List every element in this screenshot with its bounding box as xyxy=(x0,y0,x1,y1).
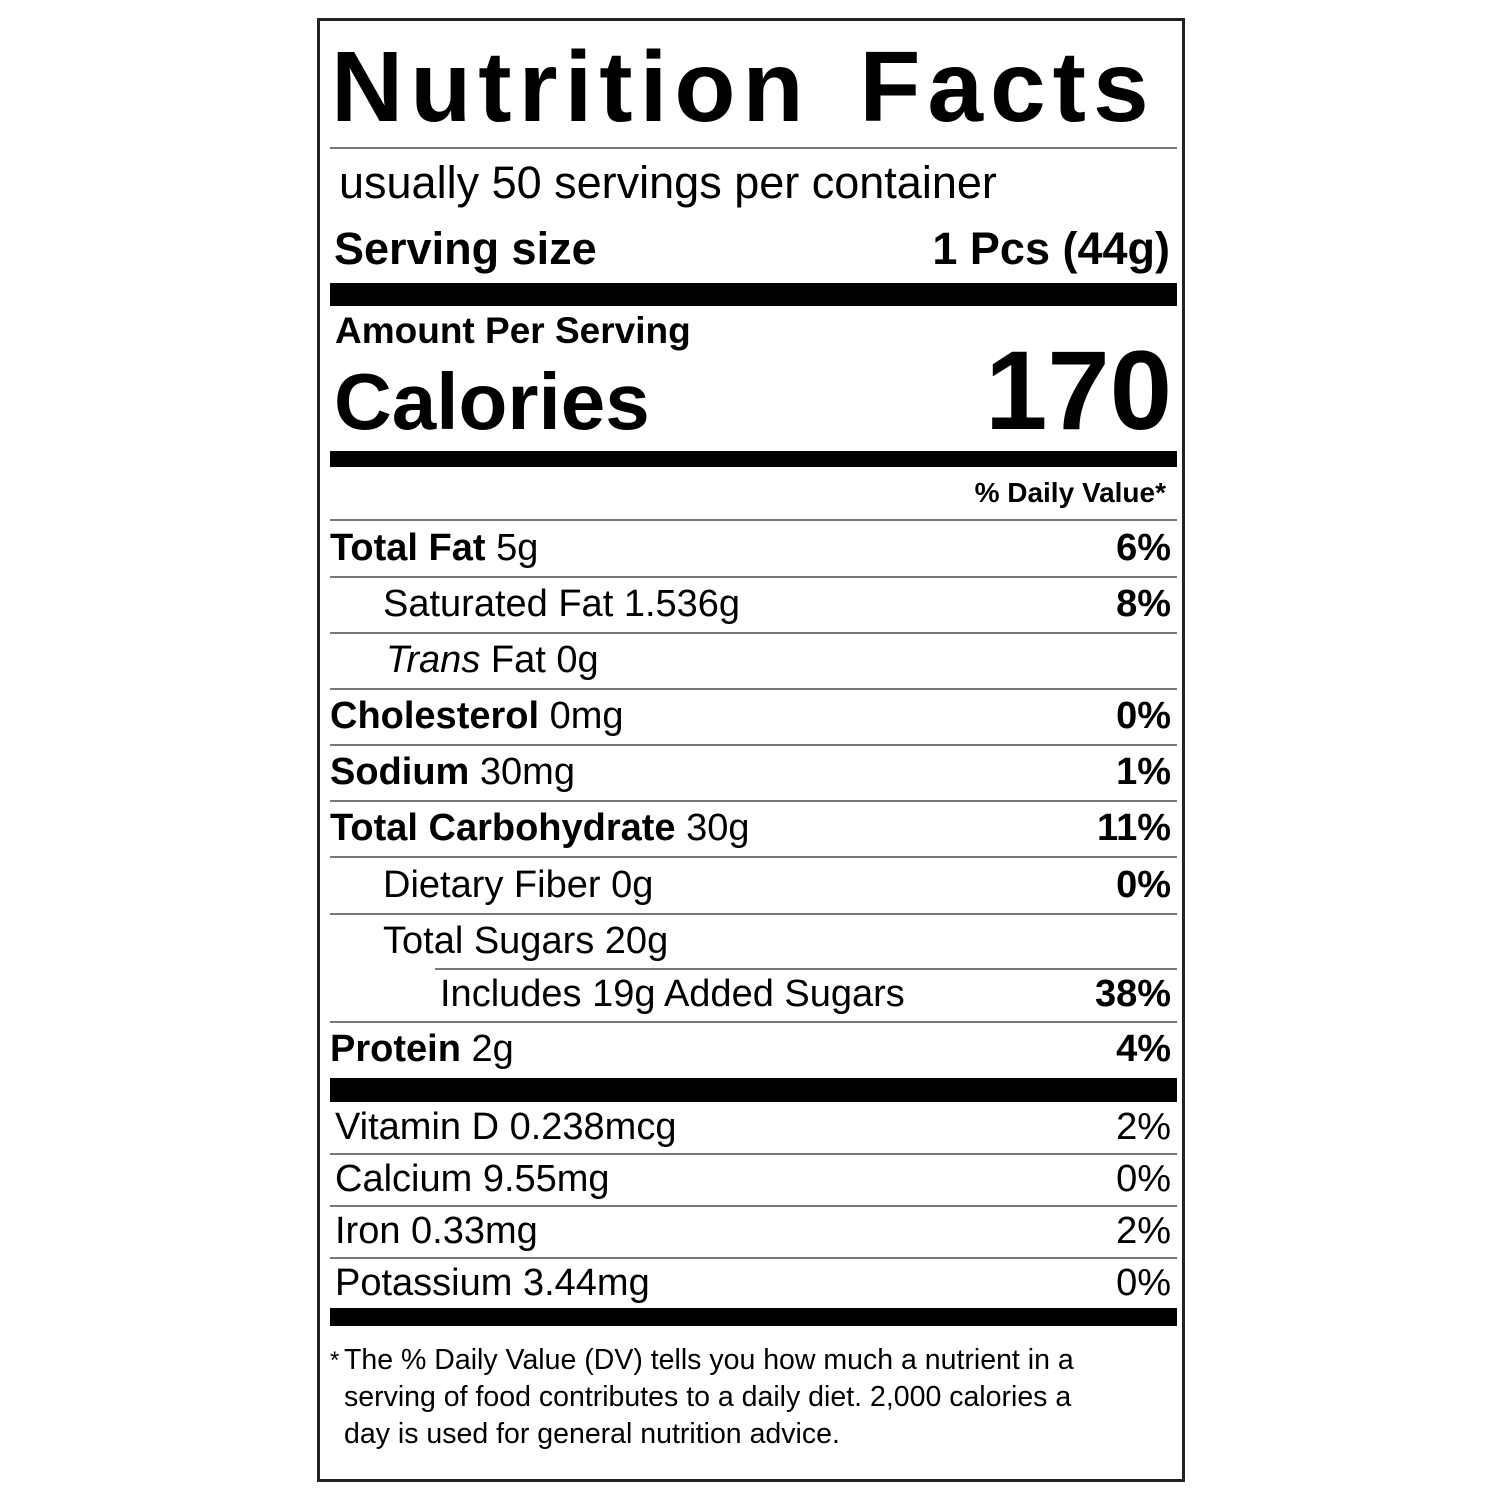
serving-size-value: 1 Pcs (44g) xyxy=(932,223,1170,274)
divider xyxy=(330,1205,1177,1207)
vitamin-row-iron: Iron 0.33mg 2% xyxy=(335,1206,1171,1257)
divider xyxy=(330,576,1177,578)
thick-divider xyxy=(330,1308,1177,1326)
nutrient-row-protein: Protein 2g 4% xyxy=(330,1021,1171,1077)
nutrient-name: Saturated Fat xyxy=(383,582,614,625)
calories-value: 170 xyxy=(985,328,1172,453)
vitamin-name: Iron xyxy=(335,1210,401,1252)
vitamin-row-calcium: Calcium 9.55mg 0% xyxy=(335,1154,1171,1205)
divider xyxy=(330,688,1177,690)
amount-per-serving: Amount Per Serving xyxy=(335,310,691,351)
nutrient-dv: 0% xyxy=(1116,694,1171,737)
vitamin-amount: 3.44mg xyxy=(522,1262,650,1304)
nutrient-amount: 0g xyxy=(611,863,654,906)
nutrient-amount: 5g xyxy=(496,526,539,569)
nutrition-label xyxy=(317,18,1185,1482)
divider xyxy=(330,632,1177,634)
nutrient-row-dietary-fiber: Dietary Fiber 0g 0% xyxy=(330,857,1171,913)
vitamin-dv: 0% xyxy=(1116,1158,1171,1200)
nutrient-dv: 8% xyxy=(1116,582,1171,625)
nutrient-name: Dietary Fiber xyxy=(383,863,601,906)
nutrient-row-total-sugars: Total Sugars 20g xyxy=(330,913,1171,969)
nutrient-name: Sodium xyxy=(330,750,470,793)
calories-label: Calories xyxy=(334,357,650,446)
nutrient-name: Total Sugars xyxy=(383,919,595,962)
nutrient-dv: 1% xyxy=(1116,750,1171,793)
vitamin-dv: 0% xyxy=(1116,1262,1171,1304)
nutrient-row-saturated-fat: Saturated Fat 1.536g 8% xyxy=(330,576,1171,632)
divider xyxy=(330,856,1177,858)
nutrient-row-added-sugars: Includes 19g Added Sugars 38% xyxy=(330,968,1171,1021)
divider xyxy=(330,1257,1177,1259)
daily-value-header: % Daily Value* xyxy=(974,477,1166,508)
nutrient-name-rest: Fat xyxy=(490,638,546,681)
nutrient-dv: 4% xyxy=(1116,1027,1171,1070)
nutrient-row-sodium: Sodium 30mg 1% xyxy=(330,744,1171,800)
vitamin-dv: 2% xyxy=(1116,1106,1171,1148)
label-title: Nutrition Facts xyxy=(331,31,1156,143)
nutrient-dv: 6% xyxy=(1116,526,1171,569)
vitamin-amount: 0.238mcg xyxy=(509,1106,677,1148)
nutrient-amount: 0g xyxy=(556,638,599,681)
nutrient-row-total-carbohydrate: Total Carbohydrate 30g 11% xyxy=(330,800,1171,856)
divider xyxy=(330,519,1177,521)
divider xyxy=(330,800,1177,802)
nutrient-dv: 38% xyxy=(1094,973,1171,1015)
nutrient-name: Total Fat xyxy=(330,526,486,569)
nutrient-row-trans-fat: Trans Fat 0g xyxy=(330,632,1171,688)
servings-per-container: usually 50 servings per container xyxy=(339,157,997,208)
vitamin-amount: 0.33mg xyxy=(411,1210,538,1252)
thick-divider xyxy=(330,283,1177,306)
nutrient-amount: 1.536g xyxy=(623,582,741,625)
vitamin-row-vitamin-d: Vitamin D 0.238mcg 2% xyxy=(335,1102,1171,1153)
divider xyxy=(330,913,1177,915)
nutrient-name: Total Carbohydrate xyxy=(330,806,676,849)
nutrient-amount: 20g xyxy=(604,919,669,962)
nutrient-row-total-fat: Total Fat 5g 6% xyxy=(330,520,1171,576)
divider xyxy=(330,1021,1177,1023)
footnote-line: day is used for general nutrition advice… xyxy=(344,1418,840,1450)
medium-divider xyxy=(330,451,1177,467)
vitamin-name: Potassium xyxy=(335,1262,513,1304)
vitamin-amount: 9.55mg xyxy=(482,1158,610,1200)
divider xyxy=(330,147,1177,149)
thick-divider xyxy=(330,1078,1177,1102)
nutrient-name: Includes 19g Added Sugars xyxy=(440,973,905,1015)
divider xyxy=(330,1153,1177,1155)
nutrient-amount: 30mg xyxy=(479,750,575,793)
nutrient-name: Trans xyxy=(386,638,481,681)
nutrient-row-cholesterol: Cholesterol 0mg 0% xyxy=(330,688,1171,744)
nutrient-amount: 30g xyxy=(686,806,750,849)
divider xyxy=(330,744,1177,746)
nutrient-name: Protein xyxy=(330,1027,461,1070)
nutrient-dv: 11% xyxy=(1097,806,1171,849)
footnote-line: The % Daily Value (DV) tells you how muc… xyxy=(344,1344,1074,1376)
nutrient-amount: 2g xyxy=(471,1027,514,1070)
divider xyxy=(435,968,1177,970)
footnote-asterisk: * xyxy=(330,1347,340,1374)
nutrient-name: Cholesterol xyxy=(330,694,540,737)
nutrient-amount: 0mg xyxy=(549,694,624,737)
nutrient-dv: 0% xyxy=(1116,863,1171,906)
vitamin-name: Calcium xyxy=(335,1158,473,1200)
serving-size-label: Serving size xyxy=(334,223,597,274)
vitamin-dv: 2% xyxy=(1116,1210,1171,1252)
vitamin-name: Vitamin D xyxy=(335,1106,500,1148)
footnote-line: serving of food contributes to a daily d… xyxy=(344,1381,1072,1413)
vitamin-row-potassium: Potassium 3.44mg 0% xyxy=(335,1258,1171,1309)
